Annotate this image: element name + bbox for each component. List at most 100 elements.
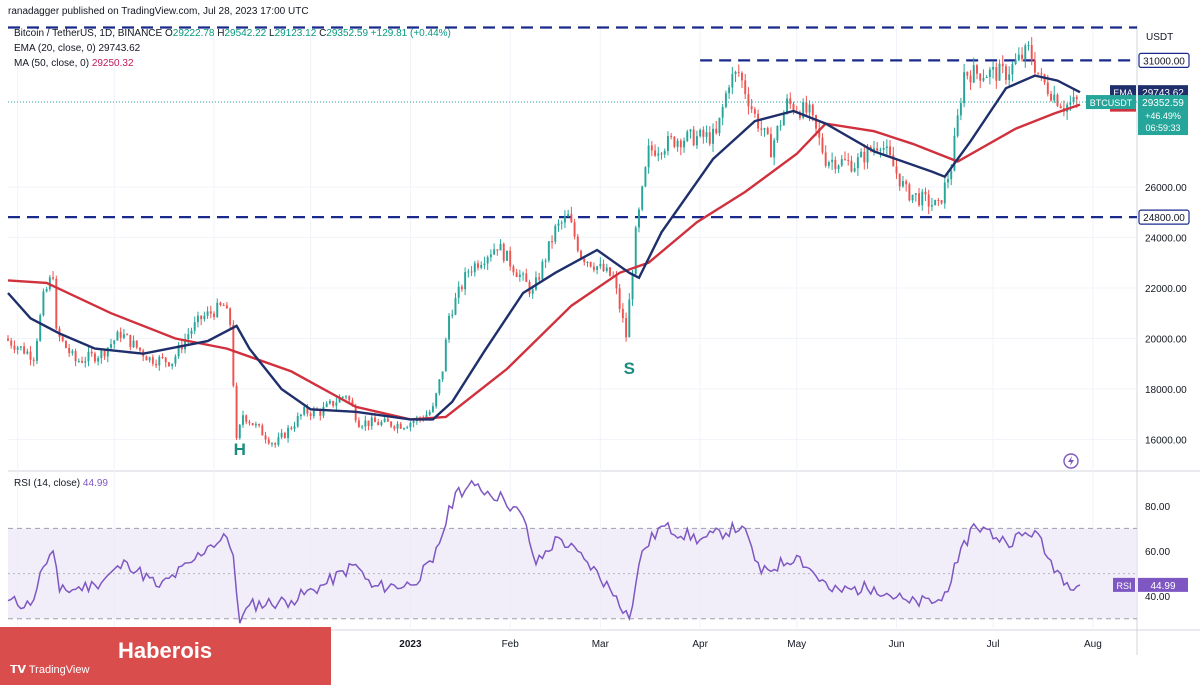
candle-body (229, 308, 232, 325)
candle-body (686, 131, 689, 141)
candle-body (90, 351, 93, 354)
candle-body (531, 289, 534, 294)
watermark-badge (0, 627, 331, 685)
time-tick-label: Feb (502, 639, 520, 650)
candle-body (1040, 73, 1043, 75)
candle-body (692, 129, 695, 146)
candle-body (103, 350, 106, 357)
candle-body (167, 362, 170, 366)
candle-body (666, 135, 669, 152)
candle-body (544, 260, 547, 262)
candle-body (985, 76, 988, 78)
candle-body (773, 140, 776, 158)
ema-legend[interactable]: EMA (20, close, 0) 29743.62 (14, 43, 140, 54)
candle-body (370, 417, 373, 427)
candle-body (357, 420, 360, 428)
candle-body (522, 273, 525, 275)
candle-body (905, 181, 908, 185)
tradingview-logo-icon: 𝗧𝗩 (10, 664, 29, 676)
candle-body (924, 191, 927, 195)
candle-body (1046, 82, 1049, 94)
candle-body (769, 133, 772, 158)
lightning-icon (1063, 453, 1079, 469)
candle-body (847, 159, 850, 161)
candle-body (267, 439, 270, 444)
candle-body (55, 278, 58, 329)
candle-body (596, 266, 599, 271)
candle-body (747, 94, 750, 107)
candle-body (583, 258, 586, 263)
candle-body (225, 305, 228, 309)
candle-body (399, 423, 402, 429)
candle-body (1008, 74, 1011, 80)
price-tick-label: 16000.00 (1145, 436, 1187, 447)
candle-body (541, 261, 544, 280)
candle-body (206, 311, 209, 316)
candle-body (100, 350, 103, 359)
candle-body (679, 140, 682, 148)
candle-body (213, 313, 215, 318)
candle-body (341, 396, 344, 398)
rsi-legend[interactable]: RSI (14, close) 44.99 (14, 478, 108, 489)
candle-body (570, 214, 573, 223)
candle-body (509, 250, 512, 267)
candle-body (808, 104, 811, 113)
candle-body (348, 396, 351, 401)
candle-body (84, 361, 87, 363)
candle-body (464, 272, 467, 290)
candle-body (660, 153, 663, 155)
candle-body (567, 214, 570, 217)
candle-body (592, 266, 595, 271)
candle-body (1027, 45, 1030, 47)
candle-body (258, 423, 261, 426)
candle-body (435, 393, 438, 407)
candle-body (36, 340, 38, 361)
candle-body (979, 73, 982, 81)
candle-body (26, 351, 29, 354)
candle-body (319, 410, 322, 416)
candle-body (364, 420, 367, 427)
candle-body (42, 291, 45, 316)
candle-body (361, 426, 364, 428)
candle-body (380, 421, 383, 426)
rsi-tag-label: RSI (1116, 581, 1131, 591)
candle-body (216, 302, 219, 318)
symbol-name: Bitcoin / TetherUS, 1D, BINANCE (14, 28, 163, 39)
candle-body (71, 351, 74, 354)
candle-body (705, 132, 708, 137)
candle-body (264, 435, 267, 440)
ma-legend[interactable]: MA (50, close, 0) 29250.32 (14, 58, 134, 69)
candle-body (87, 351, 90, 362)
candle-body (303, 406, 306, 415)
candle-body (322, 406, 325, 416)
candle-body (618, 288, 621, 309)
candle-body (782, 112, 785, 126)
candle-body (943, 182, 946, 204)
candle-body (480, 265, 483, 268)
time-tick-label: Aug (1084, 639, 1102, 650)
candle-body (850, 160, 853, 172)
candle-body (689, 129, 692, 132)
candle-body (367, 420, 370, 427)
candle-body (818, 128, 821, 138)
candle-body (699, 129, 702, 137)
candle-body (834, 159, 837, 170)
candle-body (599, 263, 602, 267)
rsi-tag-value-box (1138, 577, 1188, 592)
candle-body (274, 443, 277, 445)
pattern-annotation: H (234, 440, 246, 459)
candle-body (921, 191, 924, 206)
candle-body (589, 261, 592, 267)
candle-body (1075, 96, 1078, 100)
candle-body (657, 153, 660, 156)
candle-body (74, 351, 77, 362)
candle-body (200, 315, 203, 320)
candle-body (332, 400, 335, 406)
candle-body (496, 249, 499, 251)
candle-body (634, 227, 637, 275)
candle-body (390, 421, 393, 427)
candle-body (853, 168, 856, 172)
candle-body (750, 106, 753, 110)
candle-body (741, 72, 743, 81)
